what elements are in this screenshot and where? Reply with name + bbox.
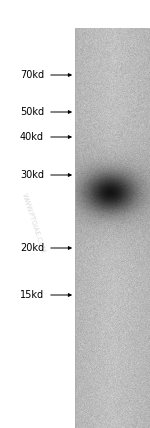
Text: 30kd: 30kd [20,170,44,180]
Text: 40kd: 40kd [20,132,44,142]
Text: 20kd: 20kd [20,243,44,253]
Text: 15kd: 15kd [20,290,44,300]
Text: 70kd: 70kd [20,70,44,80]
Text: WWW.PTGIAE.COM: WWW.PTGIAE.COM [21,192,45,253]
Text: 50kd: 50kd [20,107,44,117]
